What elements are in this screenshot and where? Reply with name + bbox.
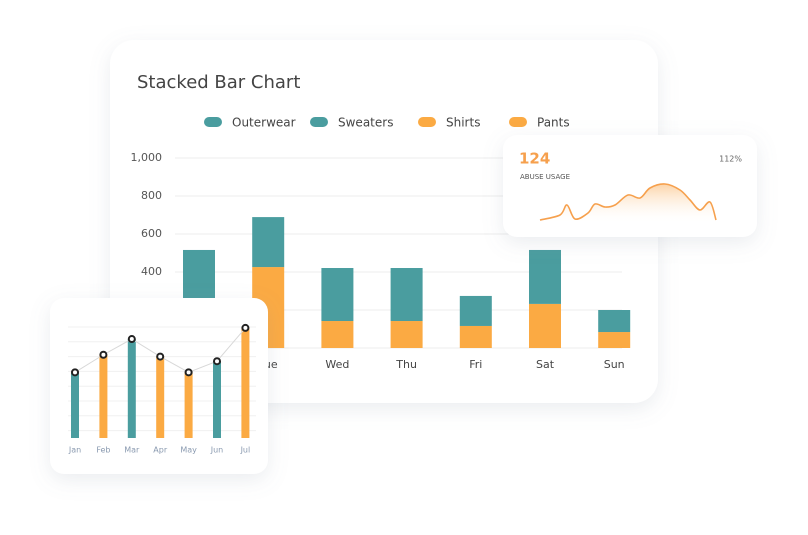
x-tick-label: Jan: [68, 446, 81, 455]
point: [241, 323, 250, 332]
bar-segment: [529, 249, 561, 304]
y-tick-label: 800: [141, 189, 162, 202]
x-tick-label: Jun: [210, 446, 224, 455]
x-tick-label: Jul: [240, 446, 251, 455]
kpi-card: 124 ABUSE USAGE 112%: [503, 135, 757, 237]
x-tick-label: Thu: [395, 358, 417, 371]
bar-segment: [459, 295, 492, 326]
bar: [184, 372, 193, 438]
x-tick-label: Feb: [96, 446, 110, 455]
legend-swatch: [310, 117, 328, 127]
kpi-value: 124: [519, 150, 550, 168]
kpi-change: 112%: [719, 155, 742, 164]
bar: [241, 327, 250, 438]
legend-swatch: [418, 117, 436, 127]
bar-segment: [598, 332, 631, 348]
point: [184, 368, 193, 377]
bar: [127, 339, 136, 438]
x-tick-label: May: [180, 446, 197, 455]
legend-label: Pants: [537, 116, 570, 130]
bar: [99, 354, 108, 438]
bar-segment: [529, 303, 561, 348]
x-tick-label: Mar: [124, 446, 140, 455]
bar-segment: [459, 325, 492, 348]
bar-segment: [321, 268, 354, 322]
x-tick-label: Sun: [604, 358, 625, 371]
legend-swatch: [204, 117, 222, 127]
point: [99, 350, 108, 359]
point: [213, 357, 221, 366]
bar-segment: [390, 321, 423, 348]
bar-segment: [183, 249, 215, 305]
x-tick-label: Apr: [153, 446, 168, 455]
legend-label: Sweaters: [338, 116, 393, 130]
kpi-title: ABUSE USAGE: [520, 173, 570, 181]
point: [127, 335, 136, 344]
point: [156, 352, 165, 361]
bar: [156, 356, 165, 438]
y-tick-label: 1,000: [131, 151, 163, 164]
x-tick-label: Sat: [536, 358, 555, 371]
legend-swatch: [509, 117, 527, 127]
mini-card: Jan Feb Mar Apr May Jun Jul: [50, 298, 268, 474]
x-tick-label: Fri: [469, 358, 482, 371]
y-tick-label: 600: [141, 227, 162, 240]
legend-label: Shirts: [446, 116, 480, 130]
chart-title: Stacked Bar Chart: [137, 72, 300, 93]
legend-label: Outerwear: [232, 116, 296, 130]
x-tick-label: Wed: [325, 358, 349, 371]
area-line: [539, 183, 717, 221]
area-fill: [540, 183, 716, 222]
bar: [71, 372, 79, 438]
point: [71, 368, 79, 377]
bar-segment: [252, 217, 285, 268]
bar-segment: [598, 310, 631, 333]
bar-segment: [390, 268, 423, 322]
y-tick-label: 400: [141, 265, 162, 278]
bar-segment: [321, 321, 354, 348]
bar: [213, 361, 221, 438]
